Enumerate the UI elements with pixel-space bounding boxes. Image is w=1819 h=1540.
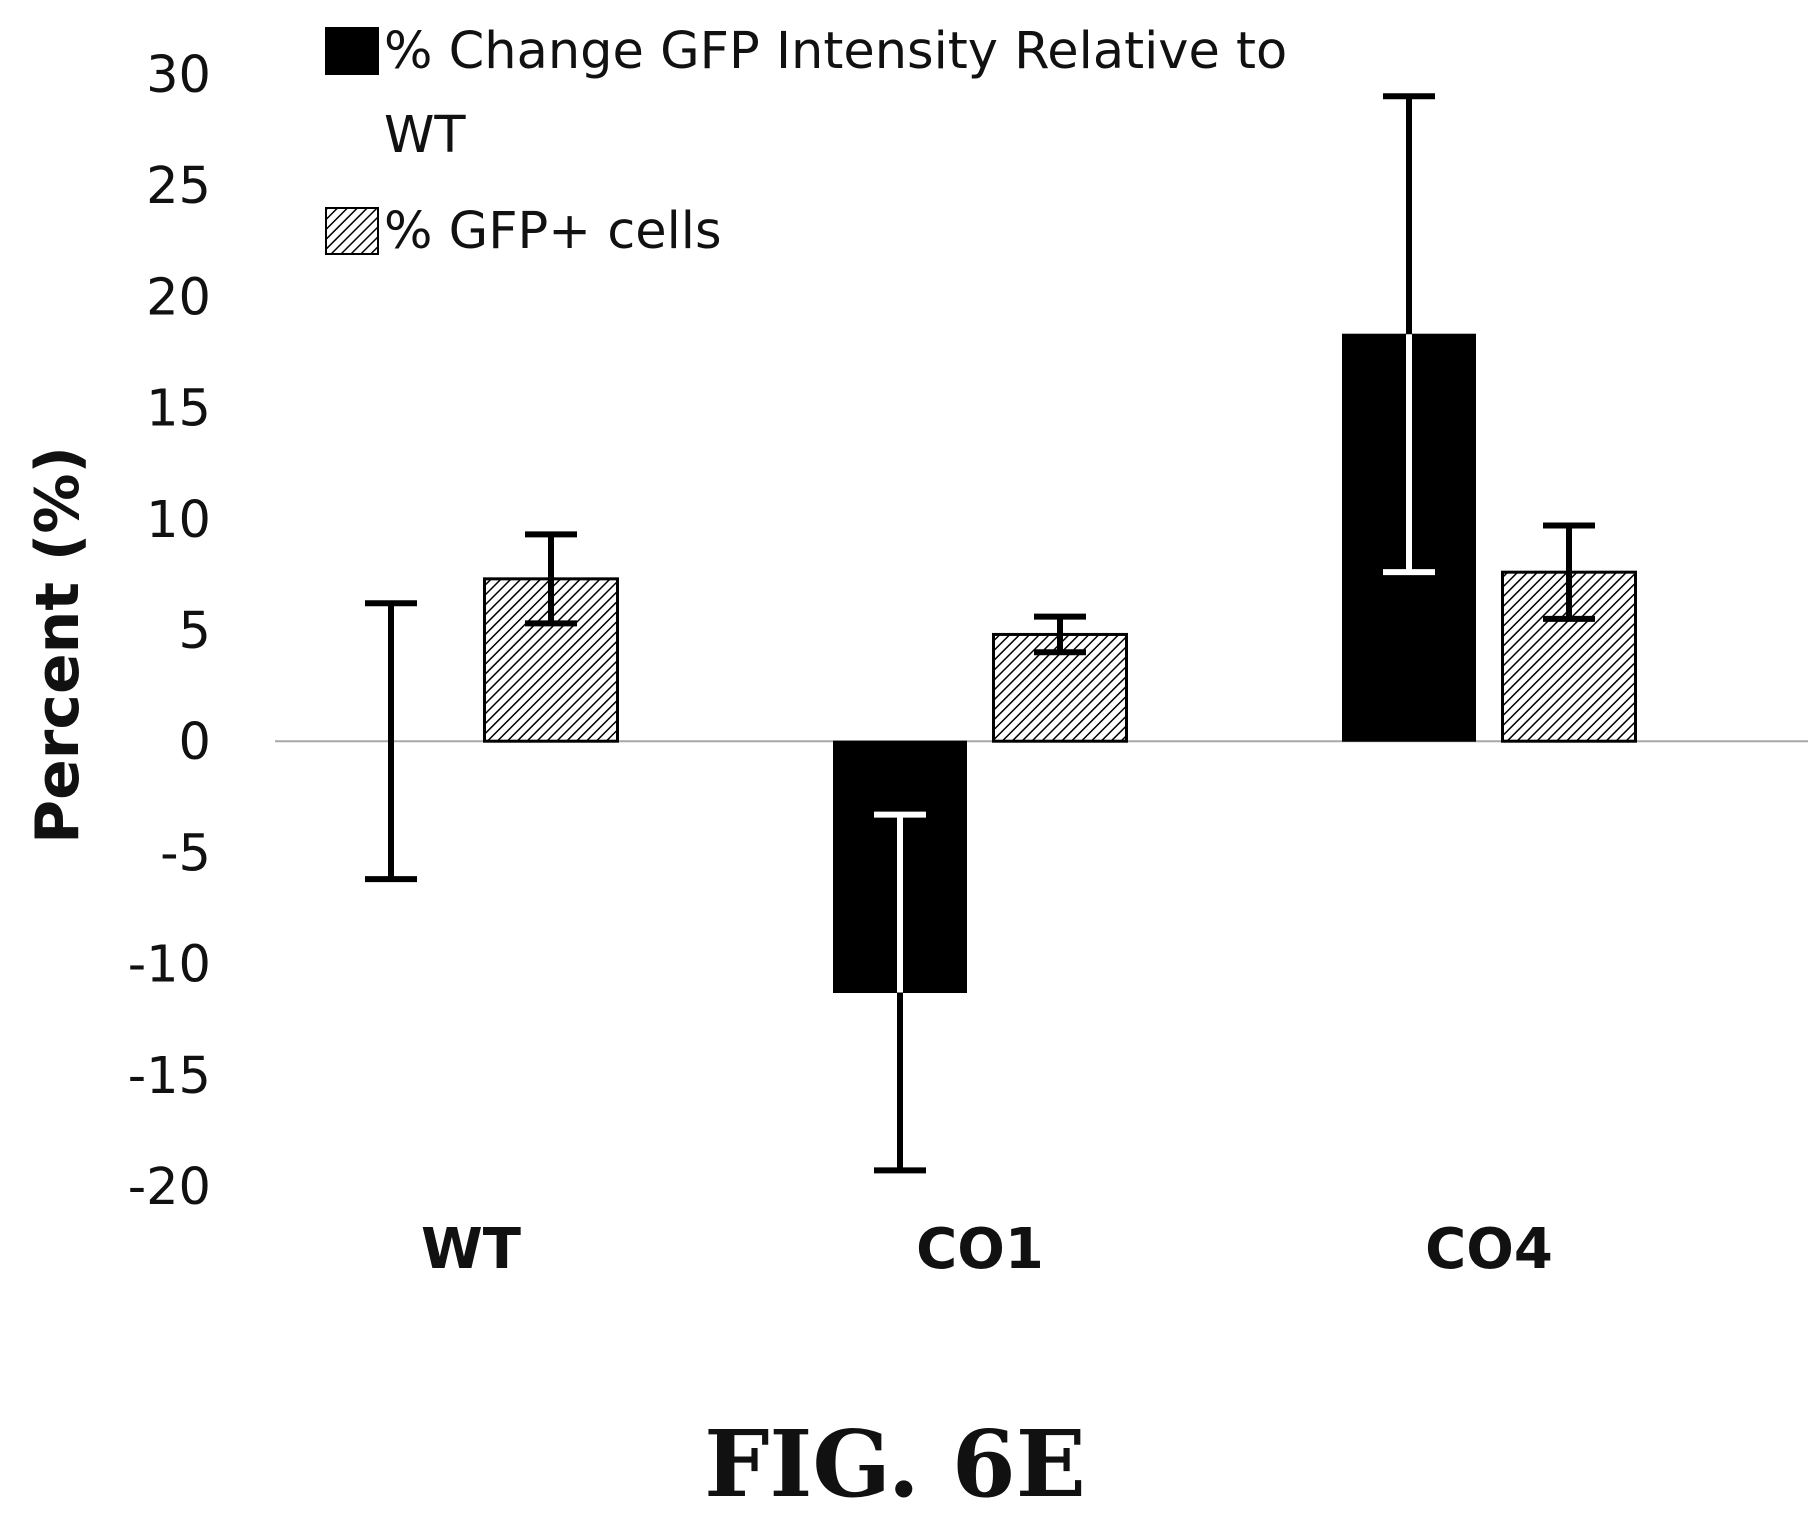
- y-tick-label: 20: [146, 268, 211, 327]
- legend-item-1: % Change GFP Intensity Relative to WT: [325, 22, 1287, 165]
- legend-label: % GFP+ cells: [384, 202, 722, 261]
- y-tick-label: 25: [146, 157, 211, 216]
- figure-caption: FIG. 6E: [704, 1410, 1086, 1518]
- legend-item-2: % GFP+ cells: [325, 202, 722, 261]
- error-bar-wt-series-1: [365, 600, 417, 883]
- legend: % Change GFP Intensity Relative to WT % GF…: [325, 22, 1287, 261]
- x-category-label: CO4: [1425, 1217, 1553, 1282]
- error-bar-co1-series-2: [1034, 613, 1086, 656]
- y-tick-label: -5: [160, 824, 211, 883]
- error-bar-co4-series-2: [1543, 522, 1595, 622]
- y-tick-label: -15: [128, 1047, 211, 1106]
- error-bar-wt-series-2: [525, 531, 577, 627]
- y-axis: 30 25 20 15 10 5 0 -5 -10 -15 -20: [128, 46, 1808, 1217]
- y-tick-label: 15: [146, 380, 211, 439]
- x-category-label: CO1: [916, 1217, 1044, 1282]
- legend-swatch: [325, 207, 379, 255]
- x-axis-categories: WT CO1 CO4: [421, 1217, 1553, 1282]
- legend-swatch: [325, 27, 379, 75]
- error-bar-co4-series-1: [1383, 93, 1435, 576]
- y-tick-label: 0: [179, 713, 211, 772]
- legend-label: WT: [384, 106, 466, 165]
- y-tick-label: -10: [128, 936, 211, 995]
- x-category-label: WT: [421, 1217, 521, 1282]
- y-tick-label: 30: [146, 46, 211, 105]
- y-tick-label: -20: [128, 1158, 211, 1217]
- y-axis-label: Percent (%): [23, 446, 93, 844]
- bars: [483, 333, 1637, 994]
- error-bars: [365, 93, 1595, 1174]
- y-tick-label: 10: [146, 491, 211, 550]
- error-bar-co1-series-1: [874, 811, 926, 1174]
- y-tick-label: 5: [179, 602, 211, 661]
- legend-label: % Change GFP Intensity Relative to: [384, 22, 1287, 81]
